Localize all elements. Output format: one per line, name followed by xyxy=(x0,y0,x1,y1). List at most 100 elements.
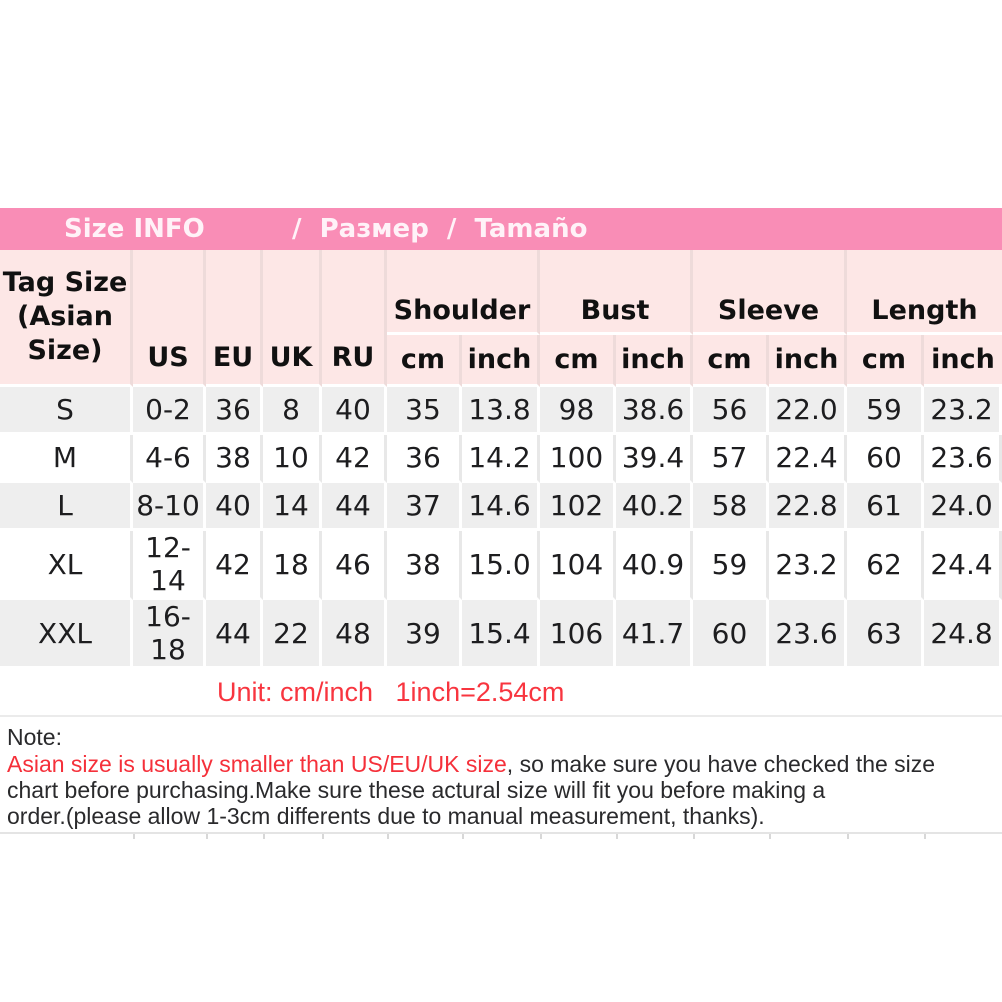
size-cell: 18 xyxy=(263,531,322,600)
size-cell: 0-2 xyxy=(133,387,206,435)
size-cell: 8 xyxy=(263,387,322,435)
group-header-length: Length xyxy=(847,250,1002,335)
size-table: Tag Size (Asian Size) US EU UK RU Should… xyxy=(0,250,1002,669)
unit-header-inch: inch xyxy=(769,335,847,387)
size-cell: 10 xyxy=(263,435,322,483)
region-header-ru: RU xyxy=(322,250,387,387)
note-red-text: Asian size is usually smaller than US/EU… xyxy=(7,751,507,777)
size-cell: M xyxy=(0,435,133,483)
size-cell: 22.4 xyxy=(769,435,847,483)
group-header-sleeve: Sleeve xyxy=(693,250,847,335)
column-tick xyxy=(387,834,389,839)
size-cell: 23.2 xyxy=(924,387,1002,435)
unit-header-cm: cm xyxy=(540,335,616,387)
size-cell: 4-6 xyxy=(133,435,206,483)
banner-title: Size INFO xyxy=(64,214,205,244)
size-row-XXL: XXL 16-18 44 22 48 39 15.4 106 41.7 60 23.6 63 24.8 xyxy=(0,600,1002,669)
size-cell: 39 xyxy=(387,600,462,669)
size-cell: 13.8 xyxy=(462,387,540,435)
size-cell: S xyxy=(0,387,133,435)
size-cell: 60 xyxy=(847,435,924,483)
size-cell: 14 xyxy=(263,483,322,531)
table-header-row-groups: Tag Size (Asian Size) US EU UK RU Should… xyxy=(0,250,1002,387)
size-cell: 38 xyxy=(387,531,462,600)
size-cell: 36 xyxy=(206,387,263,435)
tag-size-line: (Asian xyxy=(16,301,113,332)
size-cell: 37 xyxy=(387,483,462,531)
size-cell: 24.4 xyxy=(924,531,1002,600)
size-cell: 46 xyxy=(322,531,387,600)
note-line-1: Asian size is usually smaller than US/EU… xyxy=(7,751,994,777)
tag-size-line: Tag Size xyxy=(2,267,128,298)
column-tick xyxy=(693,834,695,839)
size-cell: 44 xyxy=(322,483,387,531)
size-cell: 22.8 xyxy=(769,483,847,531)
size-cell: 102 xyxy=(540,483,616,531)
size-cell: 8-10 xyxy=(133,483,206,531)
size-cell: 16-18 xyxy=(133,600,206,669)
column-tick xyxy=(462,834,464,839)
tag-size-line: Size) xyxy=(27,335,103,366)
size-cell: 15.4 xyxy=(462,600,540,669)
note-line-3: order.(please allow 1-3cm differents due… xyxy=(7,803,765,829)
region-header-uk: UK xyxy=(263,250,322,387)
size-row-XL: XL 12-14 42 18 46 38 15.0 104 40.9 59 23.2 62 24.4 xyxy=(0,531,1002,600)
unit-header-inch: inch xyxy=(924,335,1002,387)
unit-header-inch: inch xyxy=(616,335,693,387)
size-cell: 98 xyxy=(540,387,616,435)
size-row-M: M 4-6 38 10 42 36 14.2 100 39.4 57 22.4 60 23.6 xyxy=(0,435,1002,483)
size-cell: 15.0 xyxy=(462,531,540,600)
banner-title-translations: / Размер / Tamaño xyxy=(292,214,588,244)
column-tick xyxy=(924,834,926,839)
size-cell: 100 xyxy=(540,435,616,483)
size-cell: 41.7 xyxy=(616,600,693,669)
size-cell: XL xyxy=(0,531,133,600)
size-cell: 63 xyxy=(847,600,924,669)
group-header-shoulder: Shoulder xyxy=(387,250,540,335)
column-tick xyxy=(263,834,265,839)
size-cell: 39.4 xyxy=(616,435,693,483)
size-cell: 22 xyxy=(263,600,322,669)
size-cell: 40.9 xyxy=(616,531,693,600)
size-cell: 62 xyxy=(847,531,924,600)
size-cell: XXL xyxy=(0,600,133,669)
table-header-row-units: cm inch cm inch cm inch cm inch xyxy=(0,335,1002,387)
size-row-L: L 8-10 40 14 44 37 14.6 102 40.2 58 22.8 61 24.0 xyxy=(0,483,1002,531)
note-section: Note: Asian size is usually smaller than… xyxy=(0,717,1002,829)
size-cell: 24.0 xyxy=(924,483,1002,531)
size-cell: 56 xyxy=(693,387,769,435)
top-whitespace xyxy=(0,0,1002,208)
note-text: , so make sure you have checked the size xyxy=(506,751,936,777)
column-tick xyxy=(540,834,542,839)
size-cell: 59 xyxy=(847,387,924,435)
size-cell: 14.2 xyxy=(462,435,540,483)
size-cell: 14.6 xyxy=(462,483,540,531)
column-tick xyxy=(322,834,324,839)
size-cell: L xyxy=(0,483,133,531)
group-header-bust: Bust xyxy=(540,250,693,335)
size-cell: 12-14 xyxy=(133,531,206,600)
unit-header-cm: cm xyxy=(847,335,924,387)
note-line-2: chart before purchasing.Make sure these … xyxy=(7,777,826,803)
size-cell: 60 xyxy=(693,600,769,669)
size-cell: 104 xyxy=(540,531,616,600)
region-header-eu: EU xyxy=(206,250,263,387)
note-label: Note: xyxy=(7,724,62,750)
size-cell: 23.6 xyxy=(769,600,847,669)
column-tick xyxy=(769,834,771,839)
size-cell: 40.2 xyxy=(616,483,693,531)
size-cell: 48 xyxy=(322,600,387,669)
size-cell: 59 xyxy=(693,531,769,600)
size-row-S: S 0-2 36 8 40 35 13.8 98 38.6 56 22.0 59 23.2 xyxy=(0,387,1002,435)
size-cell: 35 xyxy=(387,387,462,435)
column-tick xyxy=(206,834,208,839)
size-cell: 58 xyxy=(693,483,769,531)
size-cell: 42 xyxy=(206,531,263,600)
size-cell: 40 xyxy=(322,387,387,435)
size-info-banner: Size INFO / Размер / Tamaño xyxy=(0,208,1002,250)
size-cell: 22.0 xyxy=(769,387,847,435)
size-cell: 38 xyxy=(206,435,263,483)
size-cell: 57 xyxy=(693,435,769,483)
unit-header-cm: cm xyxy=(693,335,769,387)
